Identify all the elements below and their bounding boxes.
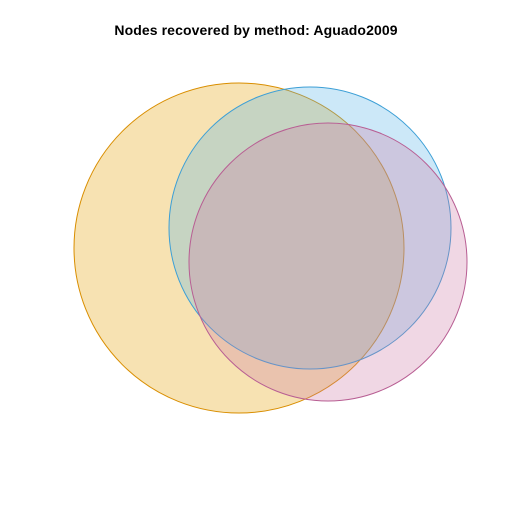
diagram-title: Nodes recovered by method: Aguado2009 <box>114 22 398 38</box>
venn-set-3 <box>188 122 468 402</box>
venn-set-2 <box>168 86 452 370</box>
venn-set-1 <box>73 82 405 414</box>
